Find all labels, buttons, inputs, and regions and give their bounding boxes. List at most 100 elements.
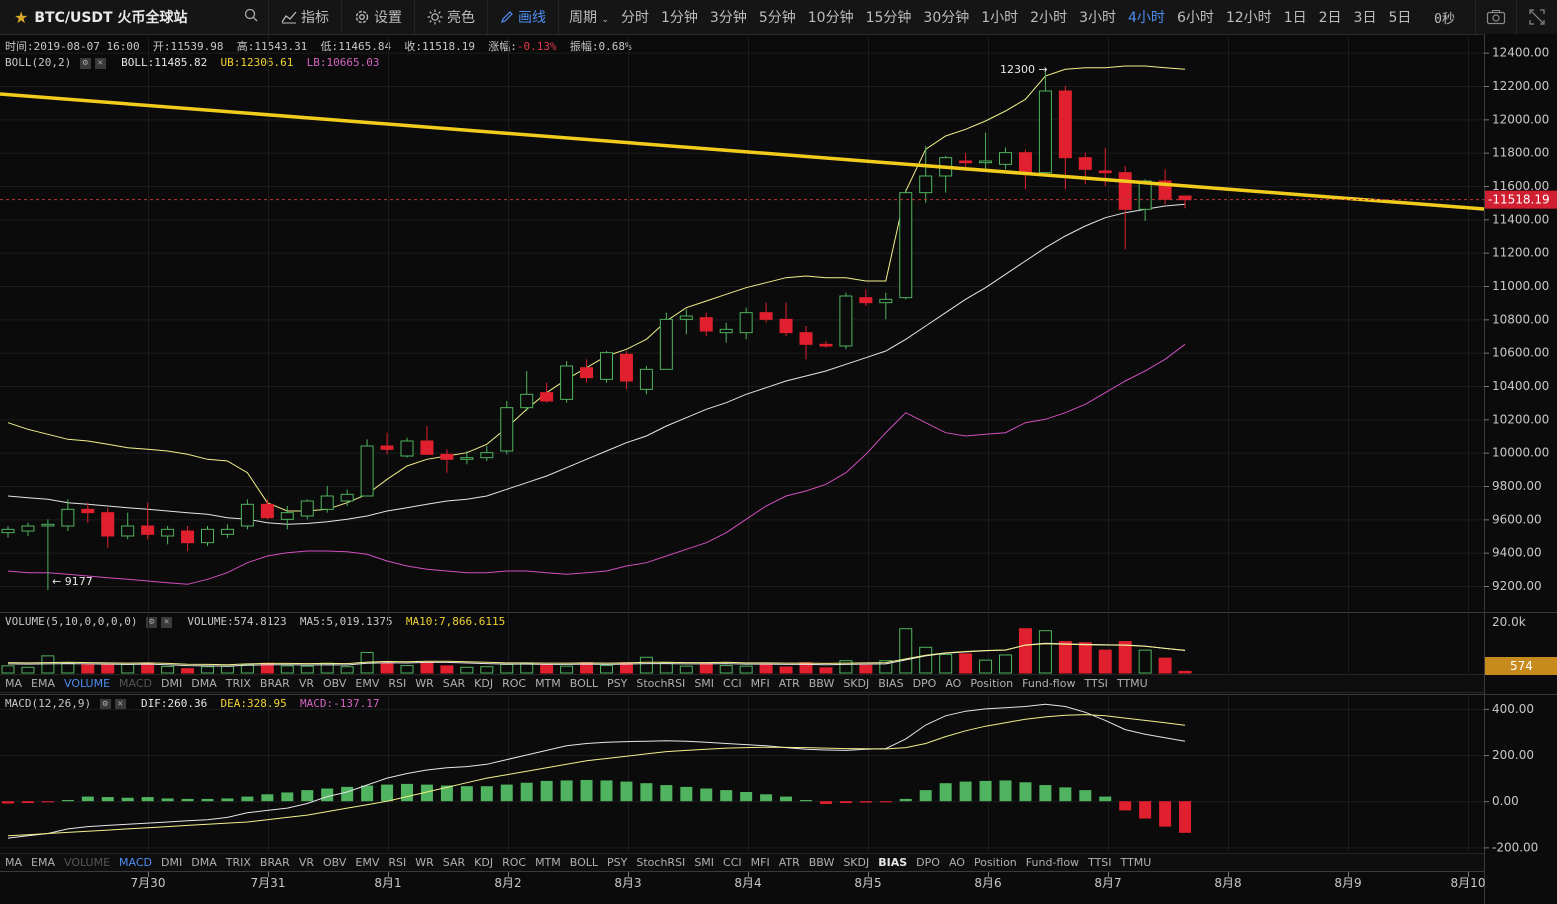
period-7[interactable]: 1小时 [981, 10, 1019, 26]
indicator-tab-vr[interactable]: VR [298, 856, 314, 869]
indicator-tab-volume[interactable]: VOLUME [63, 677, 111, 690]
search-icon[interactable] [234, 8, 268, 26]
period-8[interactable]: 2小时 [1030, 10, 1068, 26]
indicator-tab-dmi[interactable]: DMI [161, 856, 183, 869]
indicator-tab-smi[interactable]: SMI [694, 677, 715, 690]
indicator-close-icon[interactable]: ✕ [114, 698, 126, 710]
period-5[interactable]: 15分钟 [865, 10, 912, 26]
indicator-tab-obv[interactable]: OBV [323, 856, 347, 869]
fullscreen-button[interactable] [1516, 0, 1557, 34]
period-13[interactable]: 1日 [1283, 10, 1307, 26]
indicator-tab-ao[interactable]: AO [948, 856, 965, 869]
indicator-tab-brar[interactable]: BRAR [259, 677, 290, 690]
indicator-tab-mfi[interactable]: MFI [750, 677, 770, 690]
indicator-tab-ttsi[interactable]: TTSI [1088, 856, 1112, 869]
indicator-close-icon[interactable]: ✕ [161, 616, 173, 628]
indicator-tab-vr[interactable]: VR [298, 677, 314, 690]
indicator-settings-icon[interactable]: ⚙ [146, 616, 158, 628]
indicator-tab-macd[interactable]: MACD [119, 677, 153, 690]
indicator-tab-mtm[interactable]: MTM [535, 856, 561, 869]
symbol-selector[interactable]: ★ BTC/USDT 火币全球站 [0, 7, 234, 27]
period-14[interactable]: 2日 [1318, 10, 1342, 26]
indicator-tab-ema[interactable]: EMA [31, 856, 55, 869]
indicator-tab-bias[interactable]: BIAS [878, 856, 908, 869]
indicator-tab-brar[interactable]: BRAR [259, 856, 290, 869]
draw-line-button[interactable]: 画线 [487, 0, 558, 34]
indicator-tab-volume[interactable]: VOLUME [63, 856, 111, 869]
period-2[interactable]: 3分钟 [709, 10, 747, 26]
indicator-tab-bias[interactable]: BIAS [878, 677, 904, 690]
indicator-tab-position[interactable]: Position [970, 677, 1014, 690]
indicator-tab-sar[interactable]: SAR [442, 677, 466, 690]
indicator-tab-ao[interactable]: AO [945, 677, 962, 690]
indicators-button[interactable]: 指标 [268, 0, 341, 34]
period-6[interactable]: 30分钟 [923, 10, 970, 26]
indicator-tab-emv[interactable]: EMV [355, 677, 380, 690]
indicator-tab-roc[interactable]: ROC [502, 677, 527, 690]
indicator-tab-trix[interactable]: TRIX [225, 856, 251, 869]
period-3[interactable]: 5分钟 [758, 10, 796, 26]
indicator-tab-emv[interactable]: EMV [355, 856, 380, 869]
indicator-tab-psy[interactable]: PSY [607, 677, 628, 690]
indicator-tab-wr[interactable]: WR [415, 856, 434, 869]
indicator-tab-rsi[interactable]: RSI [388, 856, 407, 869]
period-9[interactable]: 3小时 [1079, 10, 1117, 26]
indicator-tab-stochrsi[interactable]: StochRSI [636, 677, 686, 690]
period-11[interactable]: 6小时 [1176, 10, 1214, 26]
indicator-tab-skdj[interactable]: SKDJ [843, 856, 870, 869]
indicator-tab-cci[interactable]: CCI [723, 677, 742, 690]
indicator-tab-sar[interactable]: SAR [442, 856, 466, 869]
period-10[interactable]: 4小时 [1128, 10, 1165, 26]
indicator-tab-trix[interactable]: TRIX [225, 677, 251, 690]
indicator-tab-mfi[interactable]: MFI [750, 856, 770, 869]
indicator-tab-stochrsi[interactable]: StochRSI [636, 856, 686, 869]
period-15[interactable]: 3日 [1353, 10, 1377, 26]
indicator-tab-wr[interactable]: WR [415, 677, 434, 690]
indicator-tab-skdj[interactable]: SKDJ [843, 677, 870, 690]
period-0[interactable]: 分时 [621, 10, 649, 26]
indicator-tab-ttsi[interactable]: TTSI [1084, 677, 1108, 690]
indicator-tab-ema[interactable]: EMA [31, 677, 55, 690]
indicator-close-icon[interactable]: ✕ [94, 57, 106, 69]
indicator-tab-atr[interactable]: ATR [778, 856, 800, 869]
favorite-star-icon[interactable]: ★ [14, 7, 29, 27]
period-12[interactable]: 12小时 [1225, 10, 1272, 26]
indicator-tab-dpo[interactable]: DPO [916, 856, 940, 869]
indicator-tab-ma[interactable]: MA [5, 677, 23, 690]
indicator-tab-fund-flow[interactable]: Fund-flow [1022, 677, 1076, 690]
indicator-tab-ma[interactable]: MA [5, 856, 23, 869]
indicator-tab-fund-flow[interactable]: Fund-flow [1025, 856, 1080, 869]
indicator-tab-dma[interactable]: DMA [191, 856, 217, 869]
indicator-tab-cci[interactable]: CCI [723, 856, 742, 869]
indicator-tab-dma[interactable]: DMA [191, 677, 217, 690]
indicator-settings-icon[interactable]: ⚙ [99, 698, 111, 710]
indicator-tab-dpo[interactable]: DPO [912, 677, 937, 690]
indicator-tab-bbw[interactable]: BBW [808, 677, 835, 690]
indicator-tab-smi[interactable]: SMI [694, 856, 715, 869]
indicator-tab-psy[interactable]: PSY [607, 856, 628, 869]
settings-button[interactable]: 设置 [341, 0, 414, 34]
indicator-tab-obv[interactable]: OBV [323, 677, 347, 690]
indicator-tab-ttmu[interactable]: TTMU [1120, 856, 1152, 869]
period-1[interactable]: 1分钟 [661, 10, 698, 26]
indicator-tab-boll[interactable]: BOLL [569, 856, 599, 869]
indicator-tab-bbw[interactable]: BBW [808, 856, 835, 869]
indicator-tab-mtm[interactable]: MTM [535, 677, 561, 690]
theme-toggle-button[interactable]: 亮色 [414, 0, 487, 34]
indicator-tab-position[interactable]: Position [973, 856, 1017, 869]
indicator-tab-macd[interactable]: MACD [119, 856, 153, 869]
indicator-tab-kdj[interactable]: KDJ [474, 677, 494, 690]
period-4[interactable]: 10分钟 [807, 10, 854, 26]
indicator-tab-dmi[interactable]: DMI [161, 677, 183, 690]
indicator-tab-kdj[interactable]: KDJ [474, 856, 494, 869]
indicator-tab-rsi[interactable]: RSI [388, 677, 407, 690]
indicator-settings-icon[interactable]: ⚙ [79, 57, 91, 69]
indicator-tab-atr[interactable]: ATR [778, 677, 800, 690]
indicator-tab-ttmu[interactable]: TTMU [1116, 677, 1148, 690]
indicator-tab-boll[interactable]: BOLL [569, 677, 599, 690]
indicator-tab-roc[interactable]: ROC [502, 856, 527, 869]
period-16[interactable]: 5日 [1388, 10, 1412, 26]
period-dropdown[interactable]: 周期 ⌄ [569, 10, 609, 26]
screenshot-button[interactable] [1475, 0, 1516, 34]
